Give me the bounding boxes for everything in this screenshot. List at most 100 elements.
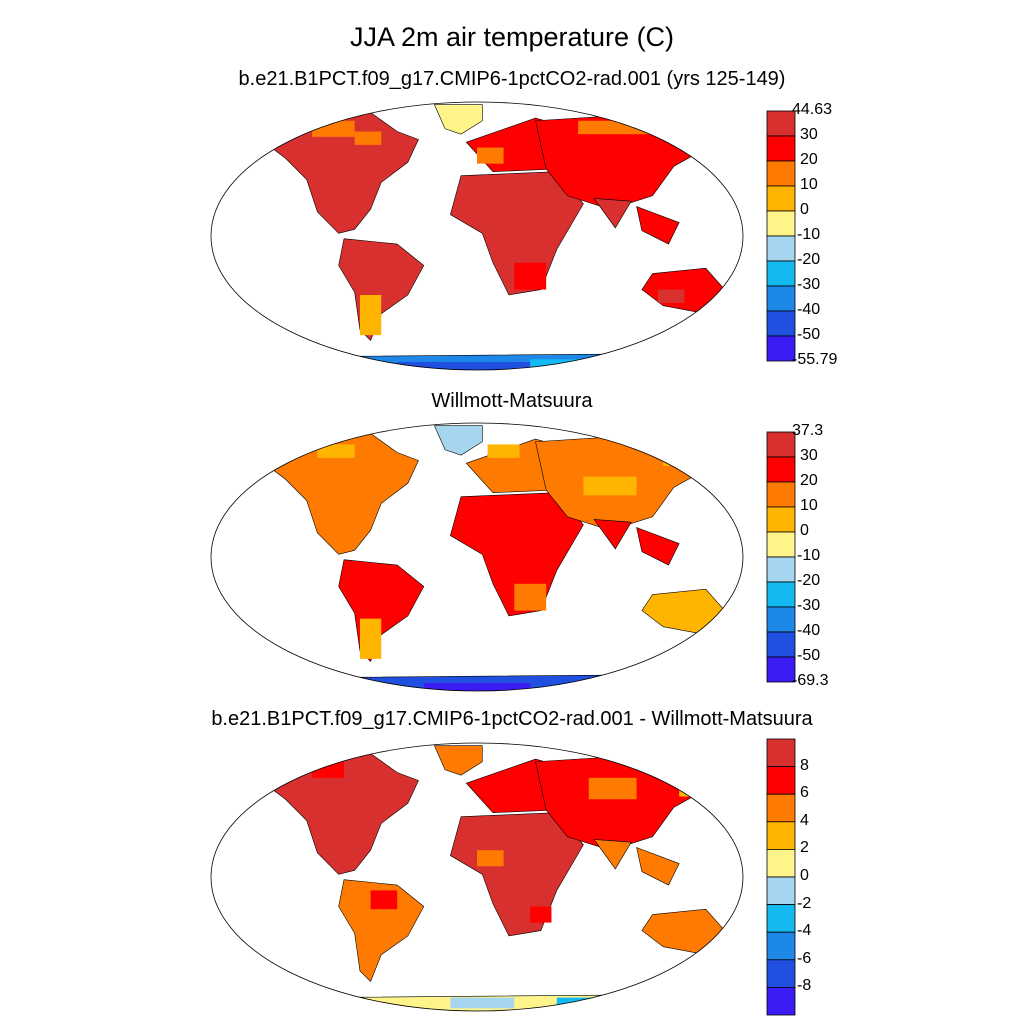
- region-australia: [642, 909, 727, 955]
- colorbar-swatch: [766, 631, 796, 658]
- colorbar-swatch: [766, 656, 796, 683]
- colorbar-1-label: 10: [800, 176, 818, 193]
- colorbar-swatch: [766, 506, 796, 533]
- colorbar-swatch: [766, 481, 796, 508]
- colorbar-2-label: -69.3: [792, 672, 829, 689]
- colorbar-3-label: -2: [797, 894, 812, 912]
- temperature-patch: [514, 583, 547, 611]
- temperature-patch: [450, 997, 515, 1009]
- colorbar-swatch: [766, 110, 796, 137]
- region-india: [594, 839, 631, 868]
- colorbar-3-label: 0: [800, 867, 809, 884]
- temperature-patch: [359, 618, 382, 659]
- colorbar-swatch: [766, 185, 796, 212]
- colorbar-swatch: [766, 531, 796, 558]
- region-south-america: [339, 880, 424, 982]
- temperature-patch: [663, 447, 706, 466]
- colorbar-swatch: [766, 876, 796, 906]
- colorbar-swatch: [766, 456, 796, 483]
- temperature-patch: [673, 118, 712, 135]
- map-panel-3: [210, 742, 744, 1012]
- temperature-patch: [679, 783, 712, 797]
- colorbar-swatch: [766, 821, 796, 850]
- temperature-patch: [657, 289, 685, 303]
- colorbar-swatch: [766, 738, 796, 768]
- colorbar-swatch: [766, 135, 796, 162]
- colorbar-2-label: -30: [797, 597, 821, 614]
- temperature-patch: [514, 262, 547, 290]
- colorbar-1-label: -50: [797, 326, 821, 343]
- colorbar-swatch: [766, 606, 796, 633]
- map-boundary: [210, 422, 744, 692]
- colorbar-swatch: [766, 335, 796, 362]
- temperature-patch: [530, 906, 552, 923]
- colorbar-2-label: 10: [800, 497, 818, 514]
- temperature-patch: [556, 997, 610, 1009]
- colorbar-1-label: 30: [800, 126, 818, 143]
- colorbar-swatch: [766, 310, 796, 337]
- colorbar-3: [766, 738, 796, 1016]
- map-boundary: [210, 742, 744, 1012]
- panel-3-subtitle: b.e21.B1PCT.f09_g17.CMIP6-1pctCO2-rad.00…: [211, 708, 813, 730]
- colorbar-swatch: [766, 431, 796, 458]
- temperature-patch: [578, 120, 696, 135]
- region-north-america: [264, 750, 418, 875]
- region-australia: [642, 589, 727, 635]
- colorbar-2-label: -40: [797, 622, 821, 639]
- colorbar-1-label: 20: [800, 151, 818, 168]
- region-india: [594, 519, 631, 548]
- panel-1-subtitle: b.e21.B1PCT.f09_g17.CMIP6-1pctCO2-rad.00…: [238, 68, 786, 90]
- temperature-patch: [423, 682, 531, 691]
- colorbar-swatch: [766, 556, 796, 583]
- colorbar-1-label: -40: [797, 301, 821, 318]
- region-greenland: [434, 746, 482, 775]
- temperature-patch: [397, 361, 531, 370]
- colorbar-swatch: [766, 235, 796, 262]
- colorbar-1-label: 0: [800, 201, 809, 218]
- colorbar-2-label: -50: [797, 647, 821, 664]
- temperature-patch: [477, 147, 504, 164]
- colorbar-1-label: -55.79: [792, 351, 838, 368]
- colorbar-swatch: [766, 260, 796, 287]
- colorbar-3-label: 8: [800, 756, 809, 774]
- region-greenland: [434, 105, 482, 134]
- temperature-patch: [359, 294, 382, 336]
- colorbar-2-label: 30: [800, 447, 818, 464]
- map-panel-1: [210, 101, 744, 371]
- colorbar-2: [766, 431, 796, 683]
- colorbar-swatch: [766, 285, 796, 312]
- colorbar-2-label: -10: [797, 547, 821, 564]
- colorbar-swatch: [766, 959, 796, 988]
- map-panel-2: [210, 422, 744, 692]
- temperature-patch: [354, 131, 382, 145]
- colorbar-2-label: -20: [797, 572, 821, 589]
- colorbar-2-label: 37.3: [792, 422, 824, 439]
- region-india: [594, 198, 631, 227]
- colorbar-swatch: [766, 160, 796, 187]
- colorbar-3-label: 6: [800, 784, 809, 802]
- temperature-patch: [328, 1000, 366, 1009]
- temperature-patch: [370, 890, 398, 910]
- colorbar-swatch: [766, 581, 796, 608]
- colorbar-1: [766, 110, 796, 362]
- colorbar-swatch: [766, 931, 796, 961]
- colorbar-3-label: 2: [800, 839, 809, 857]
- temperature-patch: [487, 444, 520, 458]
- region-southeast-asia: [637, 528, 680, 566]
- temperature-patch: [317, 444, 355, 458]
- colorbar-swatch: [766, 793, 796, 823]
- temperature-patch: [477, 850, 504, 867]
- colorbar-3-label: -4: [797, 922, 812, 940]
- colorbar-swatch: [766, 986, 796, 1016]
- colorbar-swatch: [766, 904, 796, 933]
- temperature-patch: [583, 476, 637, 496]
- region-north-america: [264, 430, 418, 555]
- region-greenland: [434, 426, 482, 455]
- colorbar-swatch: [766, 766, 796, 795]
- panel-2-subtitle: Willmott-Matsuura: [431, 390, 593, 412]
- colorbar-2-label: 0: [800, 522, 809, 539]
- colorbar-swatch: [766, 849, 796, 878]
- colorbar-1-label: -20: [797, 251, 821, 268]
- colorbar-3-label: 4: [800, 811, 809, 829]
